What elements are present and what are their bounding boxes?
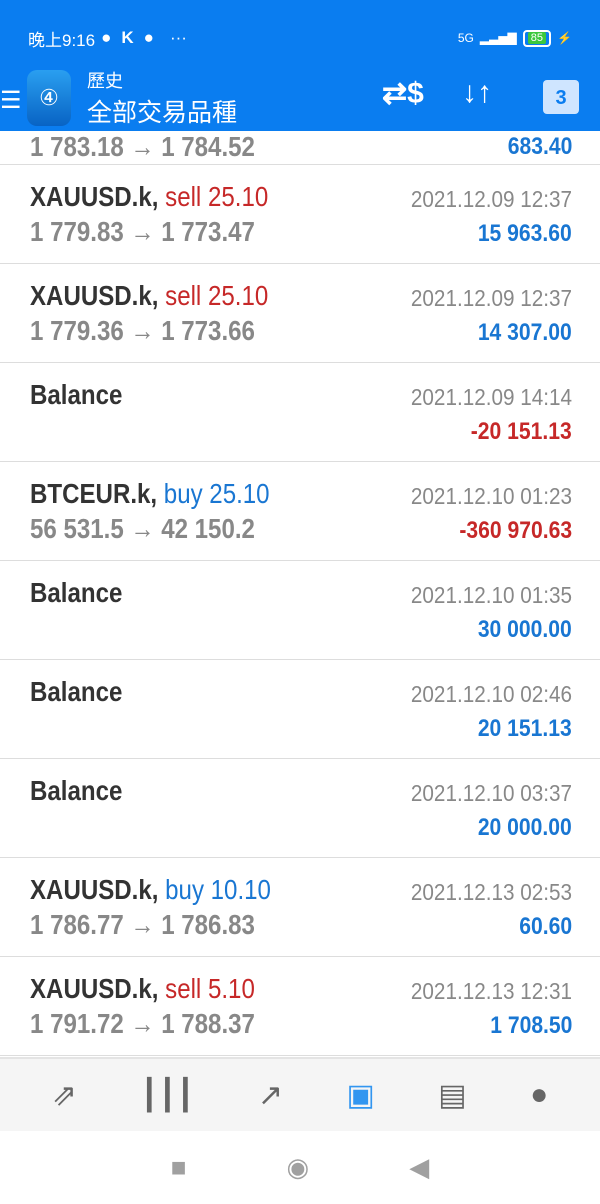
chart-icon[interactable]: ┃┃┃ — [140, 1078, 195, 1112]
calendar-icon[interactable]: 3 — [543, 80, 579, 114]
row-amount: 30 000.00 — [478, 616, 572, 643]
network-label: 5G — [457, 31, 474, 45]
history-row[interactable]: XAUUSD.k, sell 25.10 1 779.36 → 1 773.66 2… — [0, 264, 600, 363]
trade-action: buy 25.10 — [163, 478, 270, 509]
news-icon[interactable]: ▤ — [438, 1078, 467, 1112]
row-date: 2021.12.10 01:35 — [410, 582, 572, 608]
history-row[interactable]: Balance 2021.12.10 01:35 30 000.00 — [0, 561, 600, 660]
price-range: 56 531.5 → 42 150.2 — [30, 513, 255, 544]
history-row[interactable]: XAUUSD.k, buy 10.10 1 786.77 → 1 786.83 20… — [0, 858, 600, 957]
trade-action: sell 25.10 — [165, 280, 269, 311]
recents-icon[interactable]: ■ — [170, 1152, 187, 1182]
row-symbol: Balance — [30, 577, 122, 609]
row-amount: 60.60 — [519, 913, 572, 940]
symbol: Balance — [30, 577, 123, 608]
trade-icon[interactable]: ↗ — [257, 1078, 284, 1112]
signal-icon: ▂▃▅▇ — [479, 31, 517, 45]
status-time: 晚上9:16 — [28, 30, 96, 50]
price-range: 1 783.18 → 1 784.52 — [30, 131, 255, 162]
row-amount: -360 970.63 — [459, 517, 572, 544]
row-date: 2021.12.10 01:23 — [410, 483, 572, 509]
wechat-icon: ● — [101, 28, 112, 47]
symbol: Balance — [30, 676, 123, 707]
wechat-icon: ● — [143, 28, 154, 47]
system-nav: ■ ◉ ◀ — [0, 1131, 600, 1204]
history-row[interactable]: XAUUSD.k, sell 5.10 1 791.72 → 1 788.37 20… — [0, 957, 600, 1056]
row-symbol: Balance — [30, 379, 122, 411]
symbol: Balance — [30, 379, 123, 410]
trade-action: sell 5.10 — [165, 973, 255, 1004]
history-row[interactable]: BTCEUR.k, buy 25.10 56 531.5 → 42 150.2 20… — [0, 462, 600, 561]
row-symbol: XAUUSD.k, sell 25.10 — [30, 280, 268, 312]
price-range: 1 779.83 → 1 773.47 — [30, 216, 255, 247]
symbol-filter[interactable]: 全部交易品種 — [87, 99, 238, 127]
history-row[interactable]: 1 783.18 → 1 784.52 683.40 — [0, 131, 600, 165]
row-symbol: BTCEUR.k, buy 25.10 — [30, 478, 270, 510]
row-date: 2021.12.09 14:14 — [410, 384, 572, 410]
row-date: 2021.12.09 12:37 — [410, 186, 572, 212]
history-row[interactable]: Balance 2021.12.09 14:14 -20 151.13 — [0, 363, 600, 462]
calendar-day: 3 — [555, 87, 567, 109]
history-row[interactable]: XAUUSD.k, sell 25.10 1 779.83 → 1 773.47 2… — [0, 165, 600, 264]
chat-icon[interactable]: ● — [530, 1078, 549, 1111]
row-amount: 15 963.60 — [478, 220, 572, 247]
status-bar: 晚上9:16 ● K ● ··· 5G ▂▃▅▇ 85 ⚡ — [28, 26, 572, 50]
page-subtitle: 歷史 — [87, 71, 123, 91]
price-range: 1 791.72 → 1 788.37 — [30, 1008, 255, 1039]
price-range: 1 779.36 → 1 773.66 — [30, 315, 255, 346]
menu-icon[interactable]: ☰ — [0, 87, 22, 114]
history-row[interactable]: Balance 2021.12.10 02:46 20 151.13 — [0, 660, 600, 759]
symbol: XAUUSD.k, — [30, 874, 159, 905]
row-date: 2021.12.09 12:37 — [410, 285, 572, 311]
history-list: 1 783.18 → 1 784.52 683.40 XAUUSD.k, sell … — [0, 131, 600, 1056]
price-range: 1 786.77 → 1 786.83 — [30, 909, 255, 940]
bottom-nav: ⇗ ┃┃┃ ↗ ▣ ▤ ● — [0, 1057, 600, 1131]
symbol: Balance — [30, 775, 123, 806]
row-symbol: XAUUSD.k, sell 5.10 — [30, 973, 255, 1005]
battery-icon: 85 — [522, 29, 552, 47]
charging-icon: ⚡ — [557, 31, 572, 45]
more-icon: ··· — [169, 28, 187, 47]
symbol: XAUUSD.k, — [30, 181, 159, 212]
mt4-logo: ④ — [27, 70, 71, 126]
symbol: XAUUSD.k, — [30, 280, 159, 311]
row-date: 2021.12.10 02:46 — [410, 681, 572, 707]
currency-exchange-icon[interactable]: ⇄$ — [382, 77, 424, 110]
home-icon[interactable]: ◉ — [286, 1152, 310, 1182]
row-amount: -20 151.13 — [471, 418, 572, 445]
symbol: XAUUSD.k, — [30, 973, 159, 1004]
row-symbol: Balance — [30, 775, 122, 807]
symbol: BTCEUR.k, — [30, 478, 158, 509]
history-icon[interactable]: ▣ — [346, 1078, 375, 1112]
row-symbol: Balance — [30, 676, 122, 708]
row-symbol: XAUUSD.k, sell 25.10 — [30, 181, 268, 213]
trade-action: buy 10.10 — [165, 874, 271, 905]
row-amount: 1 708.50 — [489, 1012, 572, 1039]
quotes-icon[interactable]: ⇗ — [51, 1078, 77, 1112]
row-amount: 20 151.13 — [478, 715, 572, 742]
row-date: 2021.12.13 02:53 — [410, 879, 572, 905]
row-amount: 14 307.00 — [478, 319, 572, 346]
k-icon: K — [121, 28, 134, 47]
row-amount: 20 000.00 — [478, 814, 572, 841]
back-icon[interactable]: ◀ — [409, 1152, 430, 1182]
row-symbol: XAUUSD.k, buy 10.10 — [30, 874, 271, 906]
row-amount: 683.40 — [507, 133, 572, 160]
battery-level: 85 — [527, 32, 547, 44]
sort-icon[interactable]: ↓↑ — [462, 76, 492, 109]
trade-action: sell 25.10 — [165, 181, 269, 212]
history-row[interactable]: Balance 2021.12.10 03:37 20 000.00 — [0, 759, 600, 858]
app-header: 晚上9:16 ● K ● ··· 5G ▂▃▅▇ 85 ⚡ ☰ ④ 歷史 全部交… — [0, 0, 600, 131]
row-date: 2021.12.10 03:37 — [410, 780, 572, 806]
row-date: 2021.12.13 12:31 — [410, 978, 572, 1004]
